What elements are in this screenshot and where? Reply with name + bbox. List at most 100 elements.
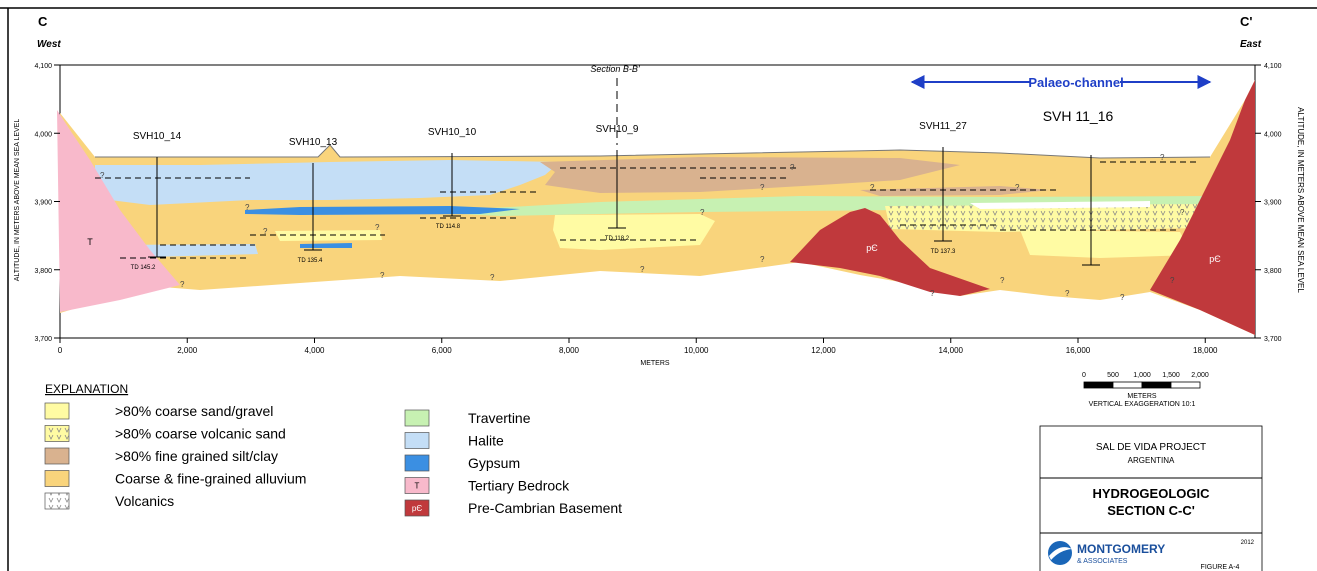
label: ALTITUDE, IN METERS ABOVE MEAN SEA LEVEL — [1296, 107, 1305, 293]
label: ? — [1170, 276, 1175, 285]
label: 0 — [58, 346, 63, 355]
label: ? — [100, 171, 105, 180]
company-logo — [1048, 541, 1072, 565]
label: & ASSOCIATES — [1077, 558, 1128, 565]
label: >80% fine grained silt/clay — [115, 448, 278, 464]
label: 3,900 — [1264, 200, 1282, 207]
label: 4,100 — [34, 63, 52, 70]
label: FIGURE A-4 — [1201, 564, 1240, 571]
label: 3,800 — [1264, 268, 1282, 275]
label: 12,000 — [811, 346, 836, 355]
label: ? — [760, 255, 765, 264]
label: 2,000 — [177, 346, 198, 355]
label: ? — [375, 223, 380, 232]
scale-segment — [1142, 382, 1171, 388]
label: Pre-Cambrian Basement — [468, 500, 622, 516]
label: 4,000 — [304, 346, 325, 355]
label: ? — [790, 163, 795, 172]
label: 14,000 — [939, 346, 964, 355]
label: 6,000 — [432, 346, 453, 355]
legend-pattern — [45, 493, 69, 509]
label: 8,000 — [559, 346, 580, 355]
cross-section-figure: ?????????????????????Section B-B'SVH10_1… — [0, 0, 1317, 571]
label: ? — [640, 265, 645, 274]
label: SVH10_14 — [133, 131, 182, 142]
label: ? — [263, 227, 268, 236]
scale-segment — [1171, 382, 1200, 388]
label: C — [38, 14, 48, 29]
label: pЄ — [412, 504, 422, 513]
label: ? — [760, 183, 765, 192]
label: Gypsum — [468, 455, 520, 471]
label: ? — [490, 273, 495, 282]
label: SVH11_27 — [919, 121, 967, 132]
label: >80% coarse sand/gravel — [115, 403, 273, 419]
label: SVH10_10 — [428, 127, 477, 138]
label: TD 145.2 — [131, 265, 156, 271]
label: 18,000 — [1193, 346, 1218, 355]
label: T — [415, 482, 420, 491]
label: ? — [700, 208, 705, 217]
label: ? — [1120, 293, 1125, 302]
label: ? — [380, 271, 385, 280]
label: ALTITUDE, IN METERS ABOVE MEAN SEA LEVEL — [14, 119, 21, 282]
scale-segment — [1084, 382, 1113, 388]
legend-swatch — [405, 410, 429, 426]
label: 2,000 — [1191, 372, 1209, 379]
label: TD 114.8 — [436, 224, 461, 230]
label: Coarse & fine-grained alluvium — [115, 471, 306, 487]
label: ? — [1065, 289, 1070, 298]
label: SVH10_13 — [289, 137, 338, 148]
label: ? — [1000, 276, 1005, 285]
label: METERS — [1127, 393, 1157, 400]
label: SECTION C-C' — [1107, 503, 1195, 518]
label: ? — [1160, 153, 1165, 162]
label: METERS — [640, 360, 670, 367]
label: 500 — [1107, 372, 1119, 379]
sand-gravel — [553, 214, 715, 250]
label: 3,900 — [34, 200, 52, 207]
label: Section B-B' — [590, 64, 640, 74]
legend-swatch — [45, 448, 69, 464]
label: MONTGOMERY — [1077, 542, 1165, 556]
label: >80% coarse volcanic sand — [115, 426, 286, 442]
label: 1,000 — [1133, 372, 1151, 379]
label: pЄ — [1209, 254, 1221, 264]
label: 3,700 — [1264, 336, 1282, 343]
label: 16,000 — [1066, 346, 1091, 355]
label: Palaeo-channel — [1028, 75, 1123, 90]
label: ? — [1015, 183, 1020, 192]
label: Halite — [468, 433, 504, 449]
label: ARGENTINA — [1128, 456, 1175, 465]
label: ? — [1180, 208, 1185, 217]
label: ? — [870, 183, 875, 192]
label: 4,100 — [1264, 63, 1282, 70]
label: 4,000 — [34, 131, 52, 138]
label: TD 118.2 — [605, 236, 630, 242]
label: 10,000 — [684, 346, 709, 355]
label: 2012 — [1241, 540, 1255, 546]
label: 4,000 — [1264, 131, 1282, 138]
legend-swatch — [405, 455, 429, 471]
label: C' — [1240, 14, 1252, 29]
legend-swatch — [45, 471, 69, 487]
label: pЄ — [866, 243, 878, 253]
label: 1,500 — [1162, 372, 1180, 379]
label: East — [1240, 39, 1262, 50]
label: Volcanics — [115, 493, 174, 509]
page: {"header":{"left_letter":"C","left_direc… — [0, 0, 1317, 571]
label: 3,800 — [34, 268, 52, 275]
label: ? — [245, 203, 250, 212]
legend-swatch — [405, 433, 429, 449]
legend-swatch — [45, 403, 69, 419]
legend-pattern — [45, 426, 69, 442]
label: Travertine — [468, 410, 531, 426]
label: ? — [930, 289, 935, 298]
label: VERTICAL EXAGGERATION 10:1 — [1089, 401, 1196, 408]
label: TD 137.3 — [931, 249, 956, 255]
label: TD 135.4 — [298, 258, 323, 264]
label: SAL DE VIDA PROJECT — [1096, 442, 1206, 453]
label: T — [87, 237, 93, 247]
sand-gravel — [1020, 230, 1192, 258]
label: SVH 11_16 — [1043, 108, 1114, 124]
